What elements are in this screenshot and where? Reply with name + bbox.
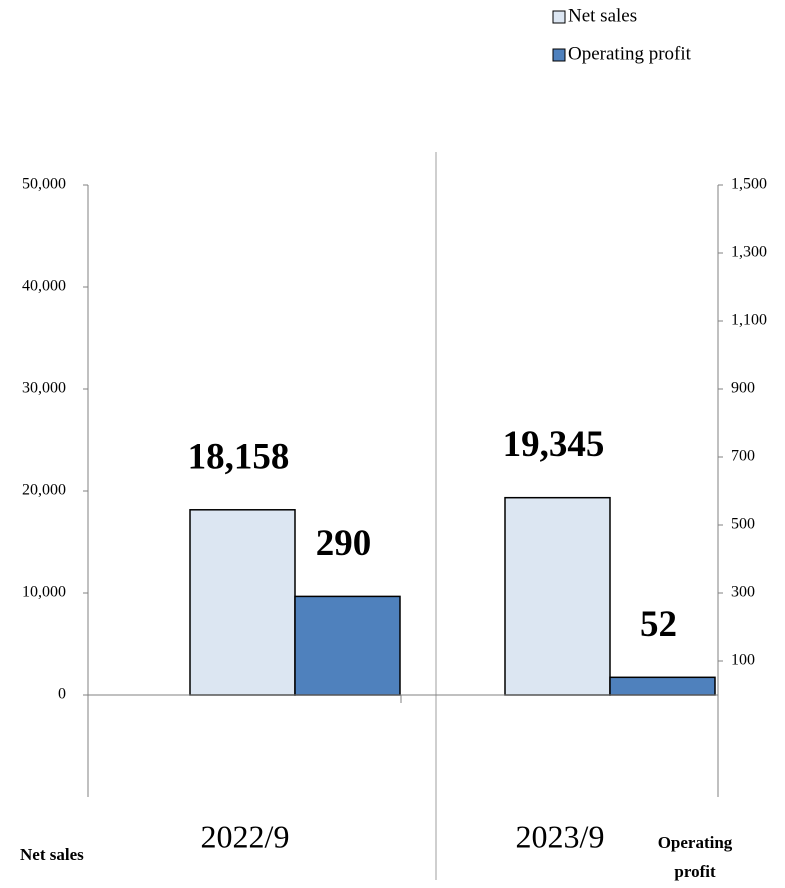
y2-tick-label: 1,300 <box>731 244 767 261</box>
bar <box>294 595 401 696</box>
y-tick-label: 10,000 <box>22 584 66 601</box>
y2-tick-label: 500 <box>731 516 755 533</box>
value-label: 19,345 <box>503 424 605 465</box>
y-tick-label: 30,000 <box>22 380 66 397</box>
bar <box>504 496 611 696</box>
y2-axis-label: Operating profit <box>657 833 733 881</box>
y2-axis-label-box: Operating profit <box>657 833 733 881</box>
bar <box>609 676 716 696</box>
y2-tick-label: 100 <box>731 652 755 669</box>
y-tick-label: 0 <box>58 686 66 703</box>
bar <box>189 509 296 696</box>
y-axis-label: Net sales <box>20 845 84 864</box>
y2-tick-label: 300 <box>731 584 755 601</box>
y2-tick-label: 900 <box>731 380 755 397</box>
value-label: 18,158 <box>188 436 290 477</box>
value-label: 290 <box>316 523 372 564</box>
x-tick-label: 2022/9 <box>201 818 290 854</box>
y2-tick-label: 1,500 <box>731 176 767 193</box>
legend-swatch <box>552 48 566 62</box>
y2-tick-label: 1,100 <box>731 312 767 329</box>
y2-tick-label: 700 <box>731 448 755 465</box>
value-label: 52 <box>640 604 677 645</box>
y-tick-label: 40,000 <box>22 278 66 295</box>
y-tick-label: 20,000 <box>22 482 66 499</box>
legend-label: Operating profit <box>568 43 692 64</box>
y-tick-label: 50,000 <box>22 176 66 193</box>
legend-label: Net sales <box>568 5 637 26</box>
legend-swatch <box>552 10 566 24</box>
x-tick-label: 2023/9 <box>516 818 605 854</box>
